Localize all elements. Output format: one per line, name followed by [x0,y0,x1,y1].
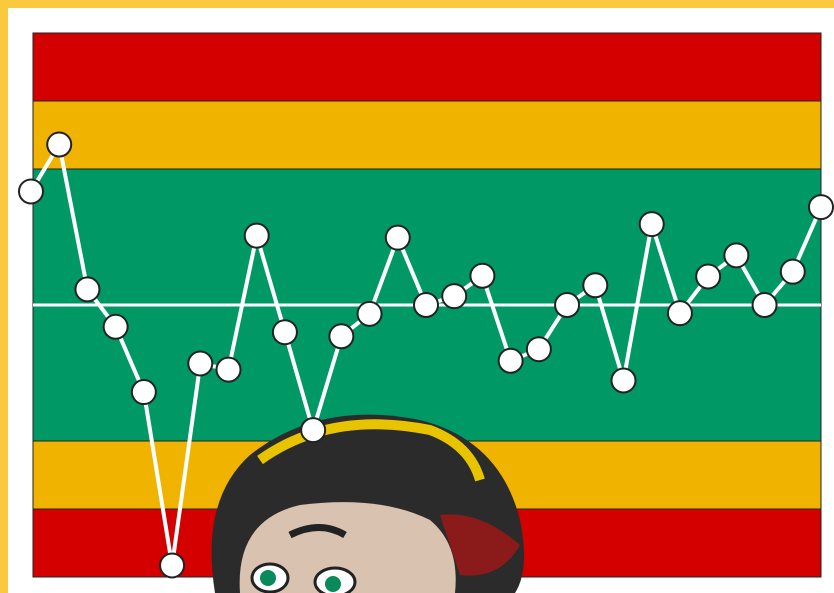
pupil [325,576,341,592]
data-point [102,313,129,340]
face [239,502,456,593]
pupil [260,570,276,586]
data-point [384,224,411,251]
data-point [469,262,496,289]
data-point [638,211,665,238]
data-point [243,222,270,249]
data-point [441,283,468,310]
data-point [808,194,834,221]
data-point [215,356,242,383]
cartoon-face [211,414,525,593]
data-point [159,552,186,579]
data-point [300,417,327,444]
data-point [187,350,214,377]
data-point [74,276,101,303]
data-point [554,292,581,318]
brow [288,524,347,539]
data-point [695,263,722,290]
data-point [46,131,73,158]
data-point [610,367,637,394]
zone-band [32,32,822,102]
series [18,131,834,579]
data-point [582,272,609,299]
zone-band [32,100,822,170]
data-point [779,258,806,285]
data-point [666,300,693,327]
data-point [413,292,439,318]
hair-highlight [257,419,485,482]
data-point [751,292,778,318]
data-point [497,347,524,374]
ear [440,514,520,576]
data-point [271,319,298,346]
data-point [18,178,44,205]
data-point [525,336,552,363]
data-point [130,379,157,406]
data-point [328,323,355,350]
data-point [356,300,383,327]
data-point [723,242,750,269]
